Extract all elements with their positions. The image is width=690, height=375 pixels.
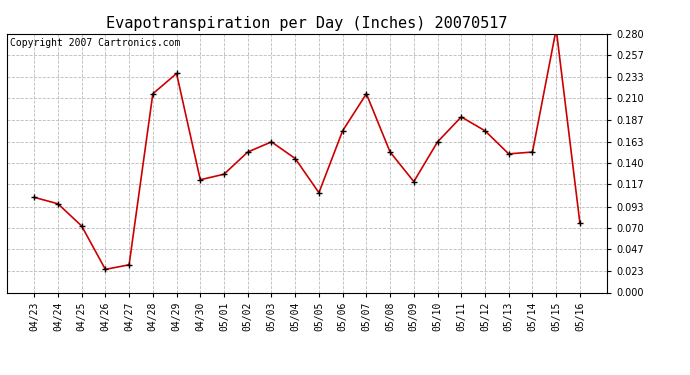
Title: Evapotranspiration per Day (Inches) 20070517: Evapotranspiration per Day (Inches) 2007… [106, 16, 508, 31]
Text: Copyright 2007 Cartronics.com: Copyright 2007 Cartronics.com [10, 38, 180, 48]
